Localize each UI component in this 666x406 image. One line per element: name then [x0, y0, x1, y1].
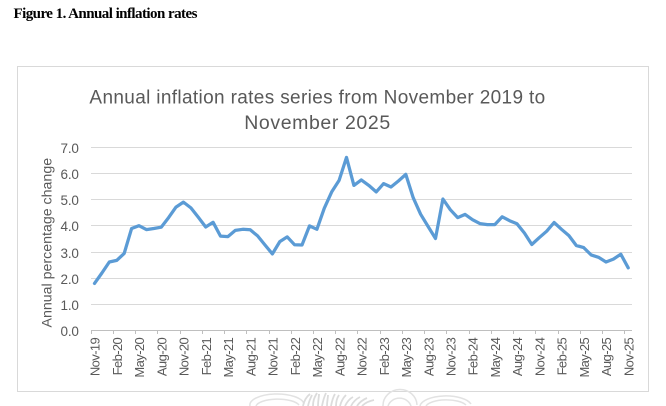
svg-text:Nov-20: Nov-20 [177, 337, 192, 376]
svg-text:2.0: 2.0 [61, 272, 79, 287]
svg-text:May-20: May-20 [132, 337, 147, 377]
svg-text:Nov-23: Nov-23 [444, 337, 459, 376]
svg-text:Feb-25: Feb-25 [555, 337, 570, 375]
svg-text:May-21: May-21 [221, 337, 236, 377]
svg-text:6.0: 6.0 [61, 167, 79, 182]
svg-text:7.0: 7.0 [61, 141, 79, 156]
svg-text:4.0: 4.0 [61, 219, 79, 234]
svg-text:Nov-19: Nov-19 [88, 337, 103, 376]
svg-text:May-25: May-25 [577, 337, 592, 377]
svg-text:Nov-25: Nov-25 [621, 337, 636, 376]
svg-text:May-23: May-23 [399, 337, 414, 377]
svg-text:Aug-20: Aug-20 [154, 337, 169, 376]
svg-text:Feb-23: Feb-23 [377, 337, 392, 375]
svg-text:Feb-22: Feb-22 [288, 337, 303, 375]
svg-text:Nov-22: Nov-22 [355, 337, 370, 376]
svg-text:Nov-21: Nov-21 [266, 337, 281, 376]
svg-text:May-22: May-22 [310, 337, 325, 377]
svg-text:Aug-24: Aug-24 [510, 337, 525, 376]
svg-text:5.0: 5.0 [61, 193, 79, 208]
svg-text:Aug-22: Aug-22 [332, 337, 347, 376]
svg-text:Feb-21: Feb-21 [199, 337, 214, 375]
svg-text:Aug-21: Aug-21 [243, 337, 258, 376]
svg-text:0.0: 0.0 [61, 324, 79, 339]
svg-text:Aug-25: Aug-25 [599, 337, 614, 376]
svg-text:1.0: 1.0 [61, 298, 79, 313]
svg-text:November 2025: November 2025 [244, 112, 391, 134]
svg-text:Nov-24: Nov-24 [533, 337, 548, 376]
svg-text:3.0: 3.0 [61, 246, 79, 261]
svg-text:Aug-23: Aug-23 [421, 337, 436, 376]
svg-text:Feb-24: Feb-24 [466, 337, 481, 375]
svg-text:Annual percentage change: Annual percentage change [40, 158, 56, 328]
svg-text:Annual inflation rates series: Annual inflation rates series from Novem… [89, 88, 545, 109]
svg-text:Feb-20: Feb-20 [110, 337, 125, 375]
svg-text:May-24: May-24 [488, 337, 503, 377]
